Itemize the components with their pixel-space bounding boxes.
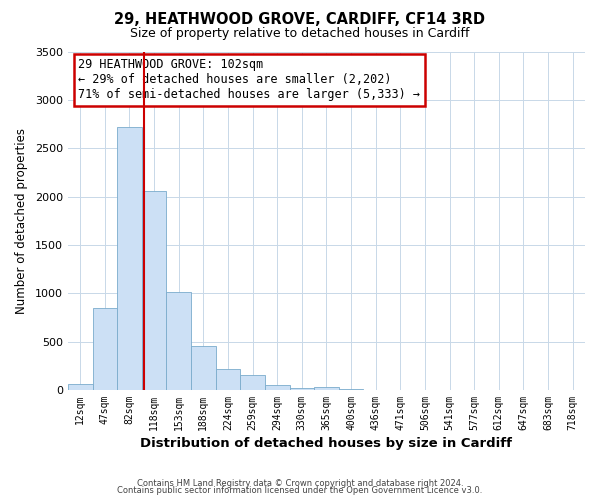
- Bar: [215, 369, 240, 390]
- Bar: [191, 346, 215, 390]
- Text: 29 HEATHWOOD GROVE: 102sqm
← 29% of detached houses are smaller (2,202)
71% of s: 29 HEATHWOOD GROVE: 102sqm ← 29% of deta…: [78, 58, 420, 102]
- Bar: [68, 384, 92, 390]
- Bar: [142, 190, 166, 390]
- Bar: [240, 376, 265, 390]
- Text: Contains HM Land Registry data © Crown copyright and database right 2024.: Contains HM Land Registry data © Crown c…: [137, 478, 463, 488]
- Text: Contains public sector information licensed under the Open Government Licence v3: Contains public sector information licen…: [118, 486, 482, 495]
- Bar: [314, 387, 339, 390]
- Bar: [290, 388, 314, 390]
- Text: 29, HEATHWOOD GROVE, CARDIFF, CF14 3RD: 29, HEATHWOOD GROVE, CARDIFF, CF14 3RD: [115, 12, 485, 28]
- Y-axis label: Number of detached properties: Number of detached properties: [15, 128, 28, 314]
- Bar: [117, 127, 142, 390]
- Bar: [166, 292, 191, 390]
- Bar: [92, 308, 117, 390]
- X-axis label: Distribution of detached houses by size in Cardiff: Distribution of detached houses by size …: [140, 437, 512, 450]
- Text: Size of property relative to detached houses in Cardiff: Size of property relative to detached ho…: [130, 28, 470, 40]
- Bar: [265, 384, 290, 390]
